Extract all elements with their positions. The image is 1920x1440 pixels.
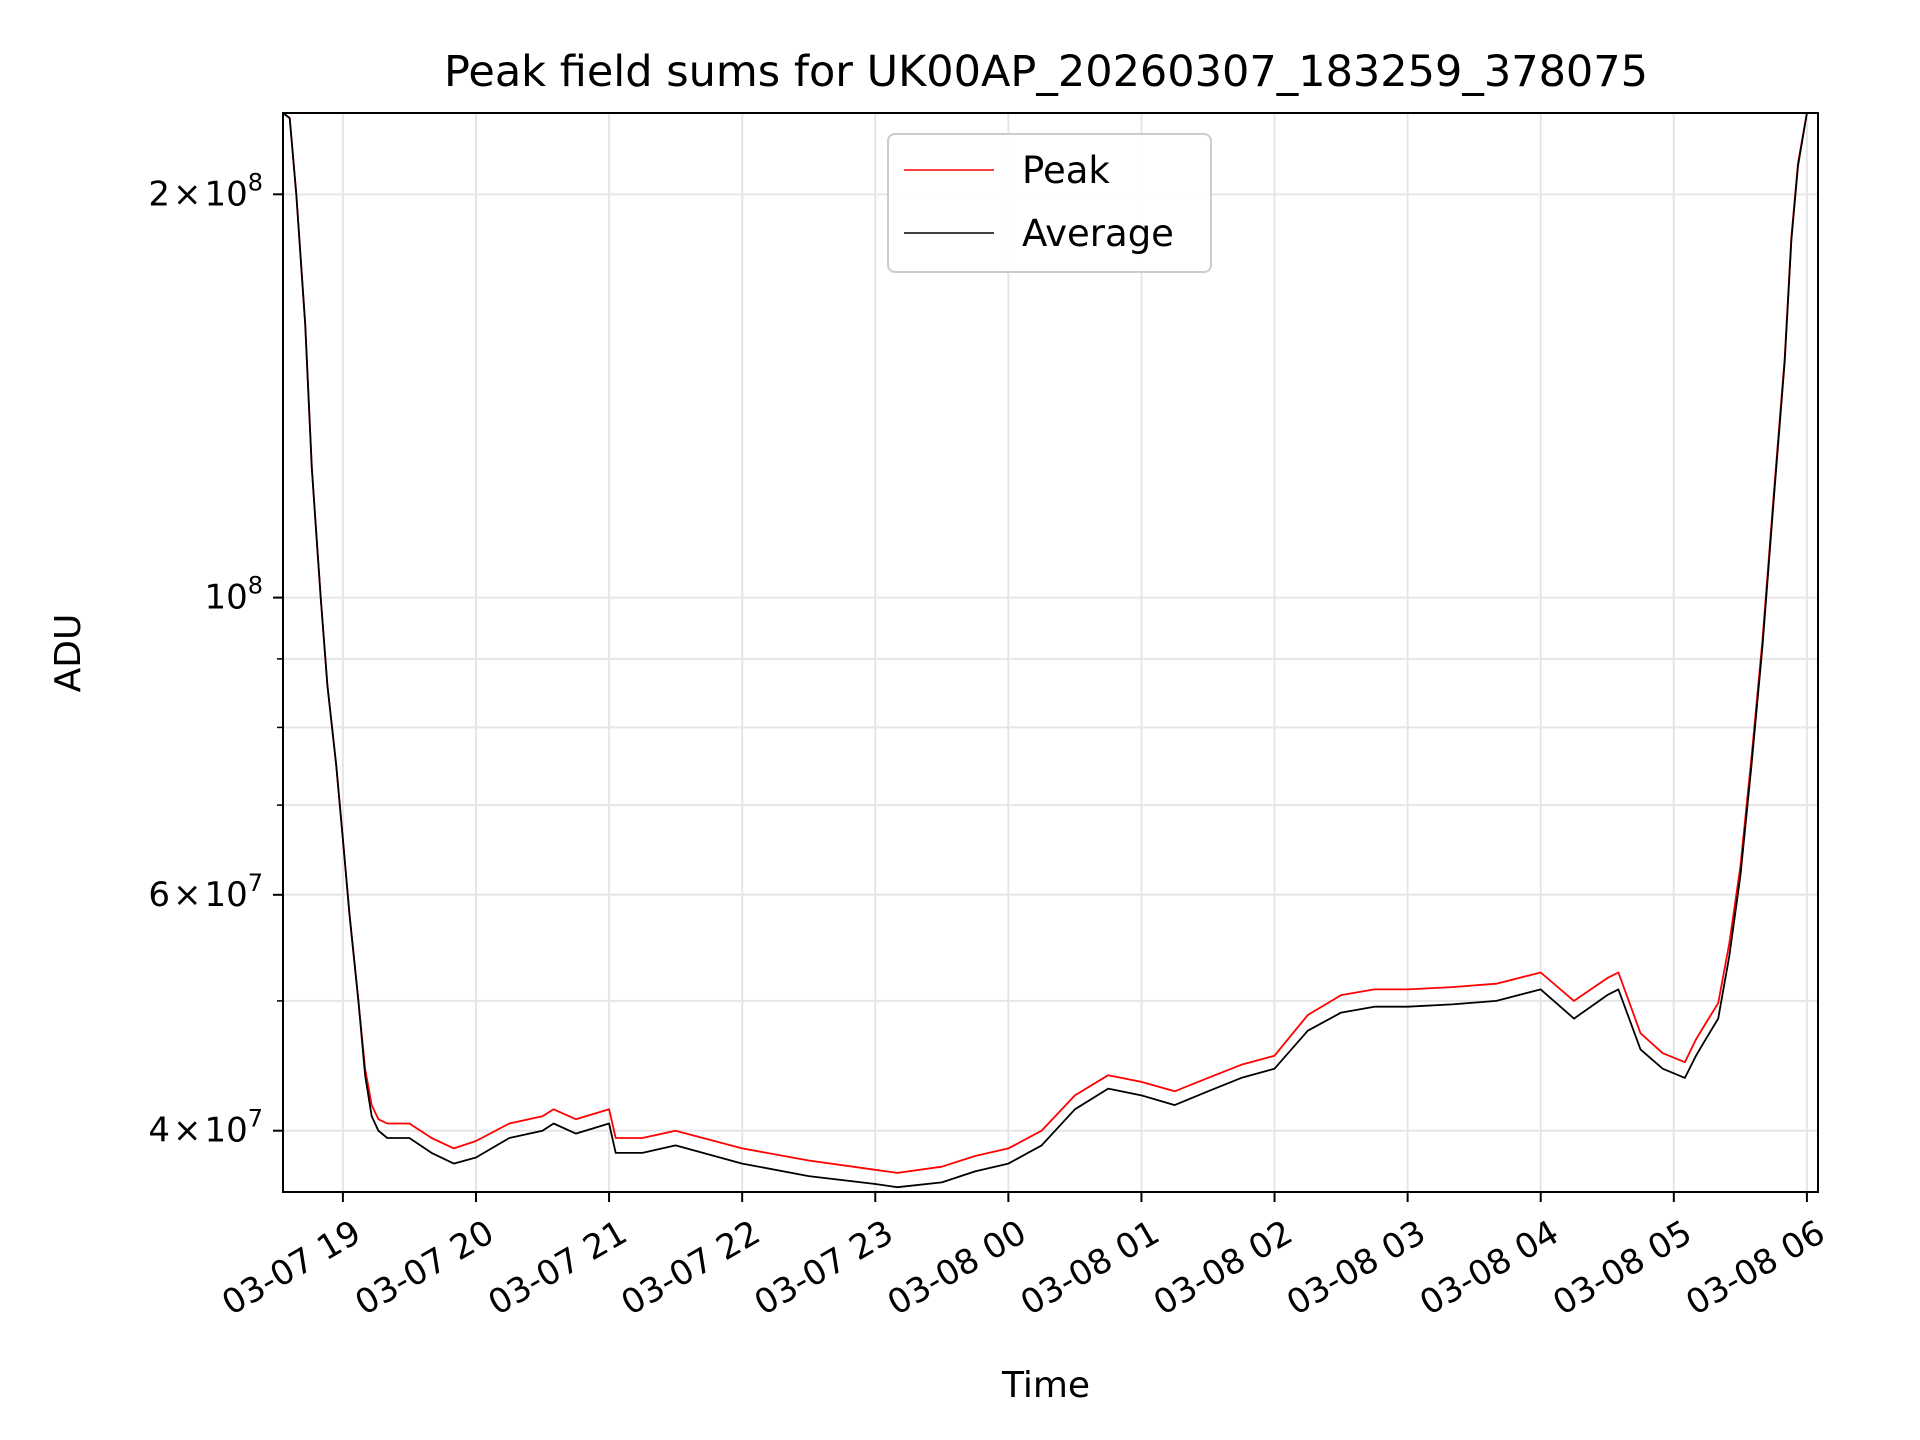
y-tick-exponent: 8 bbox=[248, 168, 263, 196]
y-tick-label: 2×108 bbox=[148, 168, 263, 214]
y-tick-times: × bbox=[173, 875, 202, 915]
legend: Peak Average bbox=[887, 133, 1212, 273]
y-tick-mantissa: 2 bbox=[148, 174, 170, 214]
y-tick-base: 10 bbox=[204, 174, 247, 214]
y-tick-base: 10 bbox=[204, 1111, 247, 1151]
plot-area bbox=[282, 112, 1819, 1193]
y-tick-times: × bbox=[173, 1111, 202, 1151]
y-tick-base: 10 bbox=[204, 875, 247, 915]
x-axis-label: Time bbox=[1001, 1365, 1090, 1406]
y-tick-base: 10 bbox=[204, 578, 247, 618]
y-tick-label: 6×107 bbox=[148, 869, 263, 915]
y-tick-exponent: 7 bbox=[248, 1105, 263, 1133]
series-line-average bbox=[282, 112, 1808, 1189]
legend-box bbox=[887, 133, 1212, 273]
axes-frame bbox=[282, 112, 1819, 1193]
y-tick-label: 4×107 bbox=[148, 1105, 263, 1151]
y-tick-exponent: 7 bbox=[248, 869, 263, 897]
grid-layer bbox=[283, 113, 1818, 1192]
y-tick-exponent: 8 bbox=[248, 572, 263, 600]
y-tick-mantissa: 6 bbox=[148, 875, 170, 915]
y-tick-mantissa: 4 bbox=[148, 1111, 170, 1151]
legend-label-peak: Peak bbox=[1022, 149, 1110, 192]
y-tick-times: × bbox=[173, 174, 202, 214]
y-axis-label: ADU bbox=[48, 614, 89, 693]
legend-label-average: Average bbox=[1022, 212, 1174, 255]
series-layer bbox=[282, 112, 1808, 1189]
y-tick-label: 108 bbox=[204, 572, 263, 618]
chart-title: Peak field sums for UK00AP_20260307_1832… bbox=[444, 47, 1648, 97]
